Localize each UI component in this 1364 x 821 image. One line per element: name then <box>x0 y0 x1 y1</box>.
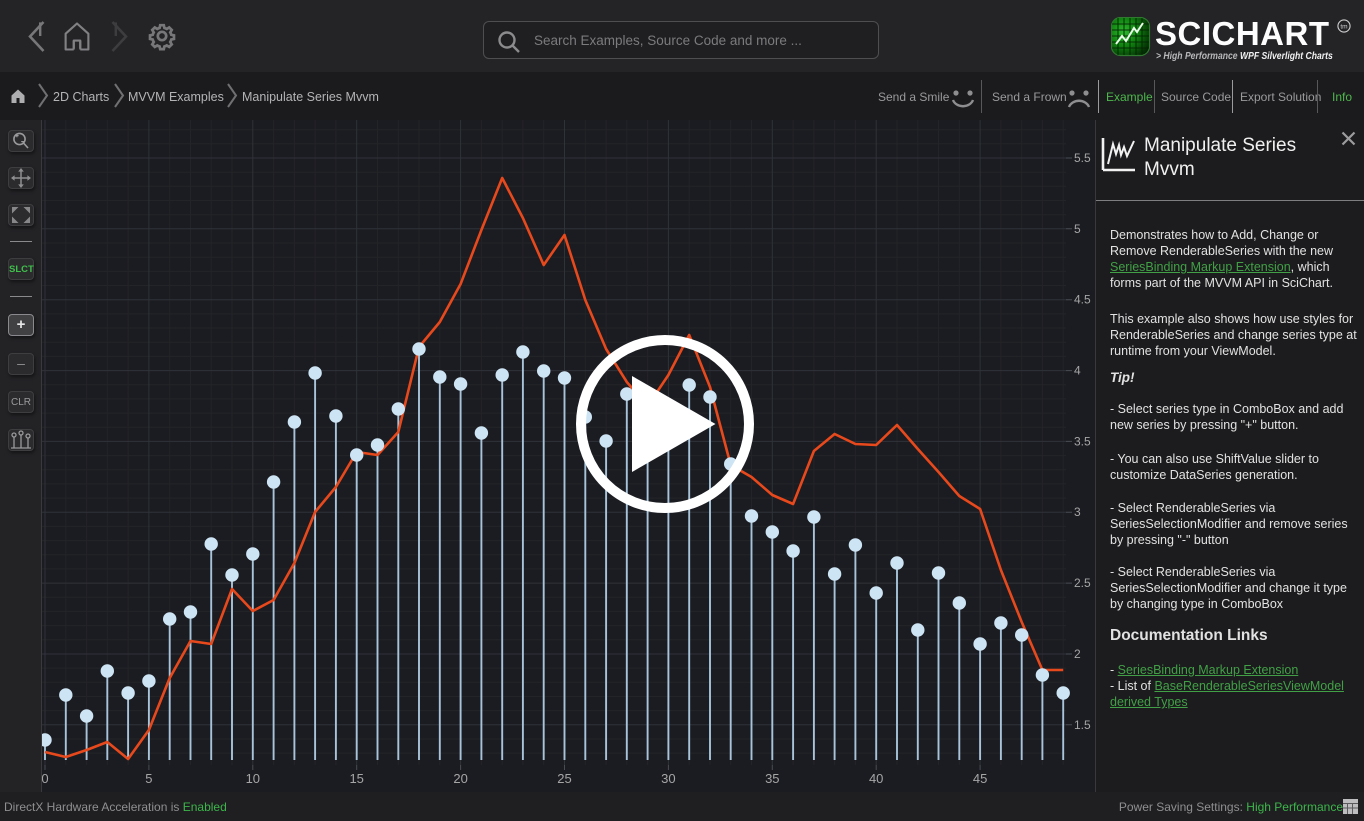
svg-text:25: 25 <box>557 771 571 786</box>
svg-text:3.5: 3.5 <box>1074 434 1091 448</box>
svg-text:2.5: 2.5 <box>1074 576 1091 590</box>
svg-text:1.5: 1.5 <box>1074 718 1091 732</box>
svg-text:5.5: 5.5 <box>1074 151 1091 165</box>
svg-text:10: 10 <box>246 771 260 786</box>
svg-text:2: 2 <box>1074 647 1081 661</box>
svg-text:30: 30 <box>661 771 675 786</box>
svg-text:45: 45 <box>973 771 987 786</box>
svg-text:20: 20 <box>453 771 467 786</box>
svg-text:tm: tm <box>1340 23 1347 30</box>
svg-text:35: 35 <box>765 771 779 786</box>
svg-text:4.5: 4.5 <box>1074 293 1091 307</box>
svg-text:3: 3 <box>1074 505 1081 519</box>
svg-text:5: 5 <box>145 771 152 786</box>
svg-text:15: 15 <box>349 771 363 786</box>
svg-text:4: 4 <box>1074 364 1081 378</box>
svg-text:40: 40 <box>869 771 883 786</box>
svg-text:0: 0 <box>42 771 49 786</box>
svg-text:5: 5 <box>1074 222 1081 236</box>
